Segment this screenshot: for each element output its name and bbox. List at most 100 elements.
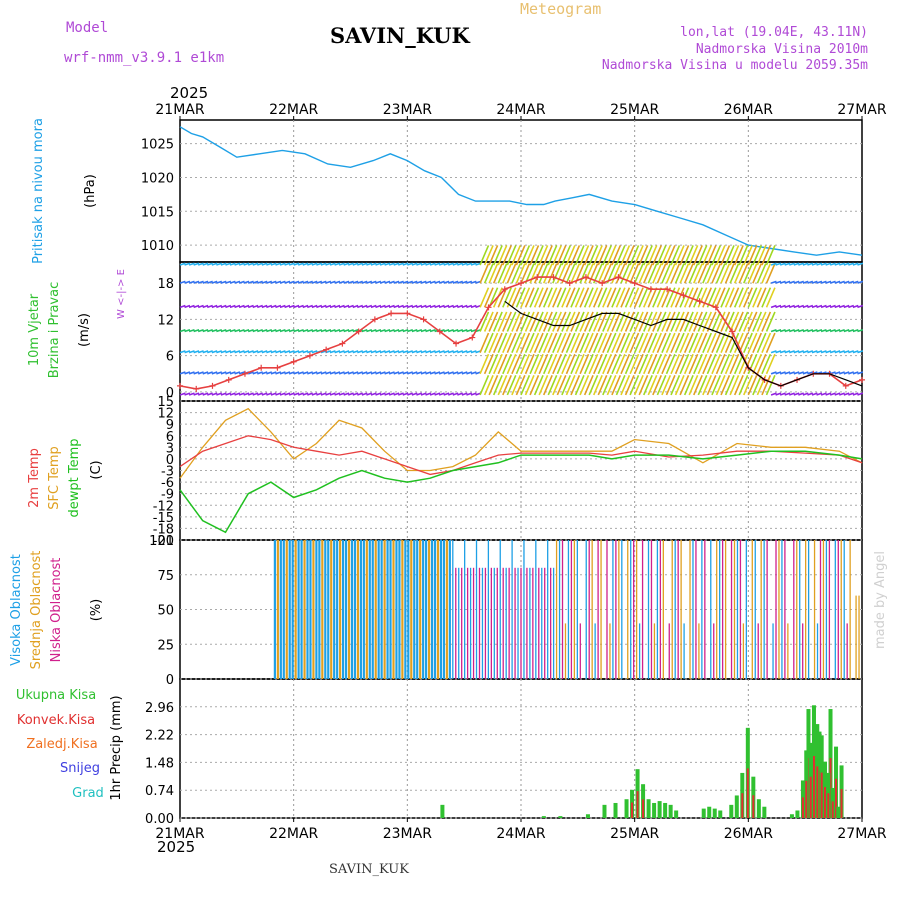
wind-barb [807, 262, 814, 266]
wind-barb [620, 311, 631, 332]
wind-barb [270, 280, 277, 284]
wind-barb [520, 332, 531, 353]
wind-barb [252, 328, 259, 333]
wind-barb [338, 371, 345, 375]
wind-barb [811, 392, 818, 396]
wind-barb [492, 332, 503, 353]
wind-barb [443, 350, 450, 354]
wind-gust-marker [566, 280, 573, 287]
wind-barb [425, 280, 432, 284]
wind-barb [307, 350, 313, 354]
wind-barb [288, 304, 295, 309]
wind-barb [279, 280, 286, 284]
wind-barb [448, 392, 454, 396]
wind-barb [829, 262, 836, 266]
wind-barb [397, 304, 404, 309]
wind-barb [665, 332, 676, 353]
wind-barb [311, 280, 318, 284]
wind-barb [220, 328, 227, 333]
wind-barb [334, 304, 341, 309]
y-tick-label: 75 [157, 569, 174, 584]
wind-barb [470, 392, 477, 396]
wind-barb [357, 350, 363, 354]
wind-barb [624, 287, 635, 308]
wind-barb [311, 371, 318, 375]
wind-barb [552, 311, 562, 332]
wind-barb [611, 353, 622, 375]
wind-barb [825, 328, 832, 333]
wind-barb [193, 328, 200, 333]
wind-barb [784, 262, 791, 266]
wind-barb [438, 262, 445, 266]
wind-barb [706, 263, 717, 284]
wind-barb [802, 350, 809, 354]
y-tick-label: 1.48 [145, 756, 174, 771]
wind-barb [843, 371, 850, 375]
wind-barb [338, 328, 345, 333]
wind-barb [361, 371, 368, 375]
wind-barb [375, 350, 382, 354]
wind-barb [556, 353, 567, 375]
wind-barb [216, 350, 223, 354]
wind-barb [733, 245, 744, 266]
wind-barb [852, 304, 859, 309]
wind-barb [538, 287, 549, 308]
wind-barb [561, 375, 572, 396]
wind-barb [529, 311, 540, 332]
wind-barb [615, 287, 626, 308]
wind-barb [593, 311, 603, 332]
wind-barb [229, 262, 236, 266]
wind-barb [502, 263, 512, 284]
wind-barb [533, 375, 544, 396]
wind-barb [483, 375, 494, 396]
wind-barb [679, 332, 690, 353]
wind-barb [807, 350, 814, 354]
wind-barb [579, 245, 590, 266]
wind-barb [397, 392, 404, 396]
wind-barb [829, 304, 836, 309]
wind-barb [552, 287, 562, 308]
wind-barb [802, 280, 809, 284]
wind-barb [643, 332, 653, 353]
wind-barb [702, 332, 713, 353]
product-label: Meteogram [520, 0, 602, 18]
chart-title: SAVIN_KUK [330, 23, 470, 48]
wind-barb [361, 262, 368, 266]
wind-barb [711, 375, 722, 396]
y-tick-label: 1020 [141, 171, 174, 186]
wind-barb [411, 328, 418, 333]
wind-barb [711, 311, 722, 332]
wind-barb [270, 328, 277, 333]
wind-barb [211, 350, 218, 354]
wind-barb [229, 371, 236, 375]
wind-barb [216, 371, 223, 375]
wind-barb [743, 311, 753, 332]
wind-barb [579, 375, 590, 396]
wind-barb [857, 350, 864, 354]
wind-barb [343, 392, 350, 396]
wind-barb [633, 287, 644, 308]
wind-barb [729, 263, 740, 284]
wind-barb [402, 328, 409, 333]
wind-barb [524, 332, 535, 353]
wind-barb [275, 371, 282, 375]
wind-barb [184, 304, 191, 309]
wind-barb [179, 304, 186, 309]
wind-barb [656, 375, 667, 396]
wind-barb [738, 375, 749, 396]
wind-barb [506, 332, 517, 353]
wind-barb [407, 392, 413, 396]
wind-barb [533, 311, 544, 332]
wind-barb [552, 332, 562, 353]
wind-barb [715, 375, 726, 396]
wind-barb [665, 245, 676, 266]
wind-barb [747, 311, 758, 332]
wind-barb [288, 350, 295, 354]
wind-barb [533, 332, 544, 353]
wind-barb [370, 371, 377, 375]
wind-barb [852, 280, 859, 284]
wind-barb [752, 311, 763, 332]
wind-barb [820, 328, 827, 333]
wind-barb [420, 328, 427, 333]
wind-barb [802, 262, 809, 266]
